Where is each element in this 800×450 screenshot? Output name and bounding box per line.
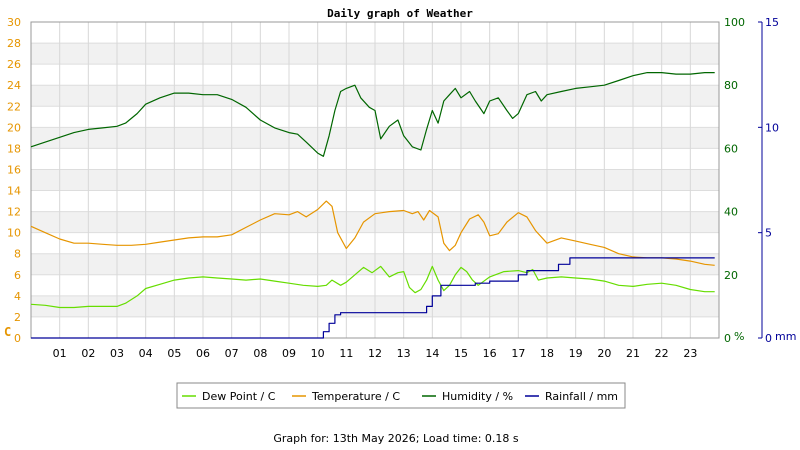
dew-point-c-line: [30, 265, 715, 309]
x-tick-label: 19: [569, 347, 583, 360]
x-tick-label: 02: [81, 347, 95, 360]
humidity-tick-label: 100: [724, 16, 745, 29]
left-tick-label: 16: [7, 163, 21, 176]
chart-title: Daily graph of Weather: [327, 7, 473, 20]
plot-frame: [30, 21, 720, 339]
x-tick-label: 20: [597, 347, 611, 360]
x-tick-label: 04: [139, 347, 153, 360]
rainfall-mm-line: [31, 257, 715, 339]
left-tick-label: 4: [14, 290, 21, 303]
left-tick-label: 8: [14, 248, 21, 261]
x-tick-label: 07: [225, 347, 239, 360]
x-tick-label: 05: [167, 347, 181, 360]
left-tick-label: 6: [14, 269, 21, 282]
x-tick-label: 16: [483, 347, 497, 360]
x-tick-label: 06: [196, 347, 210, 360]
left-tick-label: 14: [7, 185, 21, 198]
left-tick-label: 18: [7, 142, 21, 155]
rain-tick-label: 15: [765, 16, 779, 29]
humidity-tick-label: 20: [724, 269, 738, 282]
legend: Dew Point / C Temperature / C Humidity / %…: [176, 382, 626, 409]
footer-text: Graph for: 13th May 2026; Load time: 0.1…: [273, 432, 519, 445]
humidity-tick-label: 0: [724, 332, 731, 345]
x-tick-label: 11: [339, 347, 353, 360]
x-tick-label: 15: [454, 347, 468, 360]
left-tick-label: 24: [7, 79, 21, 92]
x-tick-label: 08: [253, 347, 267, 360]
left-tick-label: 22: [7, 100, 21, 113]
x-tick-label: 18: [540, 347, 554, 360]
x-tick-label: 12: [368, 347, 382, 360]
legend-box: [176, 382, 626, 409]
x-tick-label: 03: [110, 347, 124, 360]
x-tick-label: 14: [425, 347, 439, 360]
left-tick-label: 20: [7, 121, 21, 134]
left-tick-label: 10: [7, 227, 21, 240]
humidity-tick-label: 80: [724, 79, 738, 92]
left-tick-label: 30: [7, 16, 21, 29]
left-axis-unit-label: C: [4, 325, 11, 339]
x-tick-label: 17: [511, 347, 525, 360]
humidity-tick-label: 40: [724, 206, 738, 219]
x-tick-label: 10: [311, 347, 325, 360]
legend-label: Rainfall / mm: [545, 390, 618, 403]
rain-tick-label: 10: [765, 121, 779, 134]
left-tick-label: 26: [7, 58, 21, 71]
legend-label: Humidity / %: [442, 390, 513, 403]
temperature-c-line: [30, 200, 715, 266]
x-tick-label: 13: [397, 347, 411, 360]
rain-tick-label: 0: [765, 332, 772, 345]
rain-tick-label: 5: [765, 227, 772, 240]
humidity-tick-label: 60: [724, 142, 738, 155]
rain-axis-unit-label: mm: [775, 330, 796, 343]
left-tick-label: 12: [7, 206, 21, 219]
plot-axes: [30, 21, 763, 339]
tick-labels: 0246810121416182022242628300204060801000…: [7, 16, 779, 360]
left-tick-label: 28: [7, 37, 21, 50]
left-tick-label: 2: [14, 311, 21, 324]
x-tick-label: 01: [53, 347, 67, 360]
x-tick-label: 22: [655, 347, 669, 360]
x-tick-label: 23: [683, 347, 697, 360]
x-tick-label: 21: [626, 347, 640, 360]
data-series-lines: [30, 71, 715, 339]
legend-label: Temperature / C: [311, 390, 400, 403]
legend-label: Dew Point / C: [202, 390, 276, 403]
humidity-line: [30, 71, 715, 157]
left-tick-label: 0: [14, 332, 21, 345]
humidity-axis-unit-label: %: [734, 330, 744, 343]
x-tick-label: 09: [282, 347, 296, 360]
